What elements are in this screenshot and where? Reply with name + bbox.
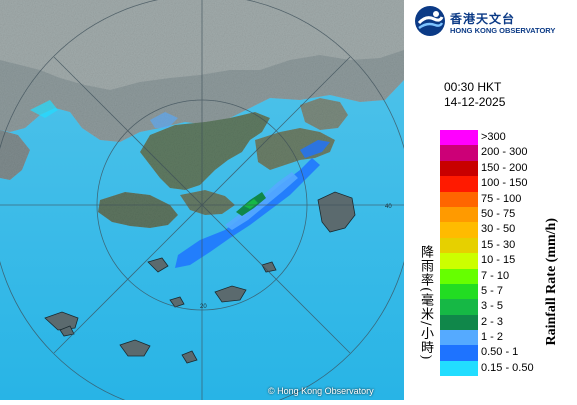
legend-swatch xyxy=(440,176,478,192)
legend-swatch xyxy=(440,206,478,223)
legend-label: 100 - 150 xyxy=(481,177,528,190)
legend-label: 10 - 15 xyxy=(481,254,516,267)
legend-label: 75 - 100 xyxy=(481,192,522,205)
range-ring-labels: 20 40 xyxy=(200,204,392,310)
legend-swatch xyxy=(440,130,478,146)
legend-swatch xyxy=(440,299,478,315)
legend-label: 7 - 10 xyxy=(481,269,510,282)
legend-swatch xyxy=(440,330,478,346)
legend-label: >300 xyxy=(481,131,506,143)
legend-label: 150 - 200 xyxy=(481,161,528,174)
timestamp-date: 14-12-2025 xyxy=(444,95,506,109)
legend-label: 3 - 5 xyxy=(481,300,504,313)
legend-label: 2 - 3 xyxy=(481,315,504,328)
legend-swatch xyxy=(440,283,478,300)
legend-title-en: Rainfall Rate (mm/h) xyxy=(544,218,559,346)
legend-title-zh: 降雨率(毫米/小時) xyxy=(418,245,433,361)
rain-echoes xyxy=(30,100,330,268)
outlying-islands xyxy=(44,191,356,364)
ring-label-40: 40 xyxy=(385,204,392,210)
legend-label: 1 - 2 xyxy=(481,331,504,344)
ring-label-20: 20 xyxy=(200,304,207,310)
legend-swatch xyxy=(440,314,478,331)
legend-label: 200 - 300 xyxy=(481,146,528,159)
legend-swatch xyxy=(440,145,478,161)
legend-label: 0.50 - 1 xyxy=(481,346,519,359)
legend-label: 0.15 - 0.50 xyxy=(481,361,534,374)
legend-label: 30 - 50 xyxy=(481,223,516,236)
copyright-text: © Hong Kong Observatory xyxy=(268,386,374,396)
legend-label: 50 - 75 xyxy=(481,207,516,220)
observatory-emblem-icon xyxy=(415,6,445,36)
radar-map: 20 40 xyxy=(0,0,413,405)
legend-swatch xyxy=(440,360,478,377)
legend-swatch xyxy=(440,237,478,254)
legend-swatch xyxy=(440,253,478,269)
legend-panel: 香港天文台 HONG KONG OBSERVATORY 00:30 HKT 14… xyxy=(404,0,577,400)
legend-swatch xyxy=(440,222,478,238)
logo-name-en: HONG KONG OBSERVATORY xyxy=(450,26,556,35)
legend-swatch xyxy=(440,268,478,284)
legend-swatch xyxy=(440,191,478,207)
logo-name-zh: 香港天文台 xyxy=(450,12,516,26)
legend-swatch xyxy=(440,345,478,361)
legend-label: 15 - 30 xyxy=(481,238,516,251)
legend-swatch xyxy=(440,160,478,177)
observatory-logo: 香港天文台 HONG KONG OBSERVATORY xyxy=(414,5,574,37)
timestamp-time: 00:30 HKT xyxy=(444,80,502,94)
legend-label: 5 - 7 xyxy=(481,284,504,297)
hong-kong-land xyxy=(98,98,348,228)
